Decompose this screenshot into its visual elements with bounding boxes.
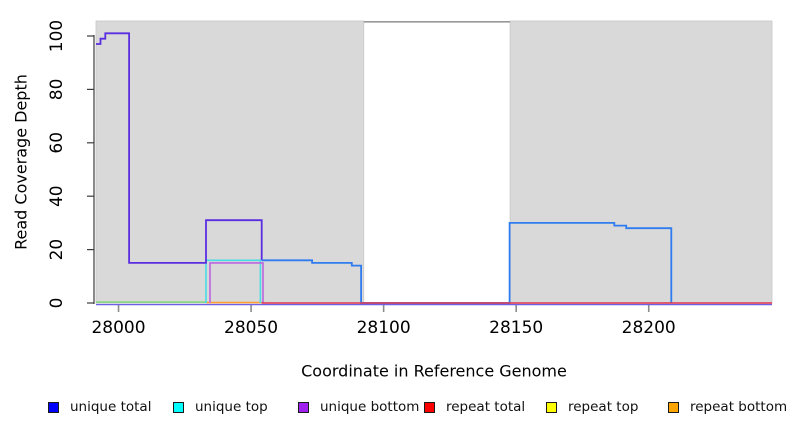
y-tick-label: 60 xyxy=(47,132,67,154)
y-axis-title: Read Coverage Depth xyxy=(11,74,31,250)
coverage-line-unique-bottom xyxy=(209,262,264,303)
y-tick-label: 0 xyxy=(47,298,67,309)
x-tick-label: 28150 xyxy=(489,318,543,338)
x-tick-label: 28050 xyxy=(224,318,278,338)
x-axis-title: Coordinate in Reference Genome xyxy=(301,361,567,381)
y-tick-label: 80 xyxy=(47,79,67,101)
x-tick-label: 28100 xyxy=(357,318,411,338)
shaded-region xyxy=(509,20,773,304)
y-tick-label: 40 xyxy=(47,185,67,207)
x-tick-label: 28200 xyxy=(622,318,676,338)
y-tick-label: 20 xyxy=(47,239,67,261)
coverage-line-unique-top xyxy=(205,259,262,303)
x-tick-label: 28000 xyxy=(91,318,145,338)
shaded-region xyxy=(95,20,365,304)
y-tick-label: 100 xyxy=(47,20,67,52)
coverage-line-unique-total-overlapped-with-unique-bottom xyxy=(96,32,263,264)
